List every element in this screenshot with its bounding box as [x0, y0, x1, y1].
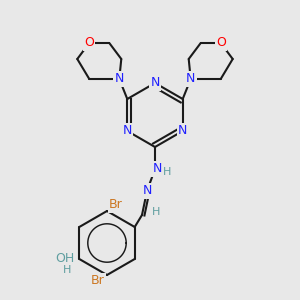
Text: N: N [123, 124, 132, 137]
Text: N: N [152, 163, 162, 176]
Text: H: H [152, 207, 160, 217]
Text: H: H [63, 265, 71, 275]
Text: N: N [142, 184, 152, 197]
Text: N: N [115, 73, 124, 85]
Text: OH: OH [55, 253, 74, 266]
Text: N: N [186, 73, 195, 85]
Text: O: O [216, 37, 226, 50]
Text: N: N [150, 76, 160, 89]
Text: Br: Br [109, 199, 123, 212]
Text: Br: Br [91, 274, 105, 287]
Text: N: N [178, 124, 188, 137]
Text: O: O [84, 37, 94, 50]
Text: H: H [163, 167, 171, 177]
